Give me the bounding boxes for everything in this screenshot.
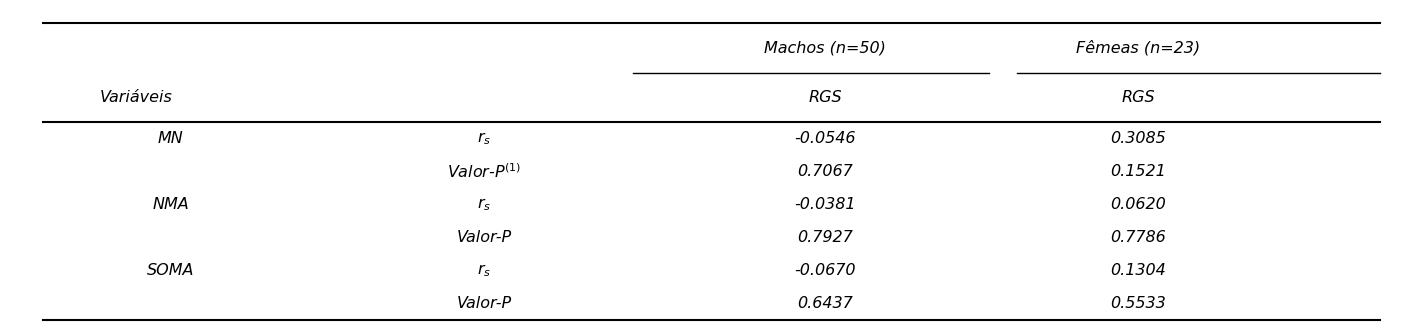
- Text: $r_s$: $r_s$: [477, 196, 491, 213]
- Text: -0.0546: -0.0546: [794, 131, 857, 146]
- Text: 0.7067: 0.7067: [797, 164, 854, 179]
- Text: Valor-P$^{(1)}$: Valor-P$^{(1)}$: [447, 162, 521, 181]
- Text: $r_s$: $r_s$: [477, 130, 491, 147]
- Text: 0.5533: 0.5533: [1110, 296, 1167, 311]
- Text: Variáveis: Variáveis: [100, 90, 172, 105]
- Text: -0.0381: -0.0381: [794, 197, 857, 212]
- Text: Valor-P: Valor-P: [457, 296, 511, 311]
- Text: 0.6437: 0.6437: [797, 296, 854, 311]
- Text: 0.7786: 0.7786: [1110, 230, 1167, 245]
- Text: 0.1304: 0.1304: [1110, 263, 1167, 278]
- Text: -0.0670: -0.0670: [794, 263, 857, 278]
- Text: Machos (n=50): Machos (n=50): [764, 40, 887, 55]
- Text: SOMA: SOMA: [147, 263, 195, 278]
- Text: 0.0620: 0.0620: [1110, 197, 1167, 212]
- Text: 0.1521: 0.1521: [1110, 164, 1167, 179]
- Text: Fêmeas (n=23): Fêmeas (n=23): [1076, 40, 1201, 55]
- Text: $r_s$: $r_s$: [477, 262, 491, 279]
- Text: RGS: RGS: [1121, 90, 1155, 105]
- Text: MN: MN: [158, 131, 184, 146]
- Text: NMA: NMA: [152, 197, 189, 212]
- Text: Valor-P: Valor-P: [457, 230, 511, 245]
- Text: 0.7927: 0.7927: [797, 230, 854, 245]
- Text: 0.3085: 0.3085: [1110, 131, 1167, 146]
- Text: RGS: RGS: [808, 90, 842, 105]
